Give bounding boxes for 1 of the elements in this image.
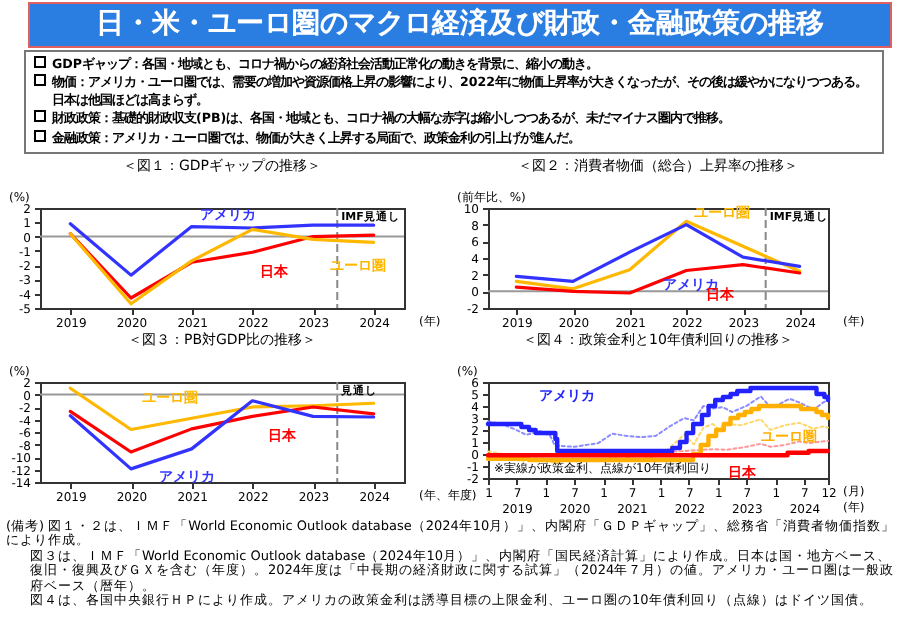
text: 日・米・ユーロ圏のマクロ経済及び財政・金融政策の推移 [28, 2, 892, 48]
